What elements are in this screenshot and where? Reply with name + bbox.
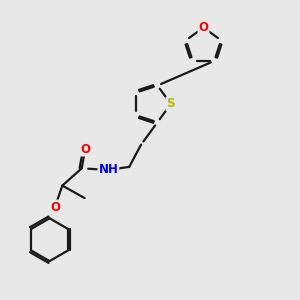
Text: O: O (50, 200, 60, 214)
Text: O: O (199, 21, 208, 34)
Text: O: O (80, 142, 90, 156)
Text: S: S (167, 98, 175, 110)
Text: NH: NH (98, 164, 118, 176)
